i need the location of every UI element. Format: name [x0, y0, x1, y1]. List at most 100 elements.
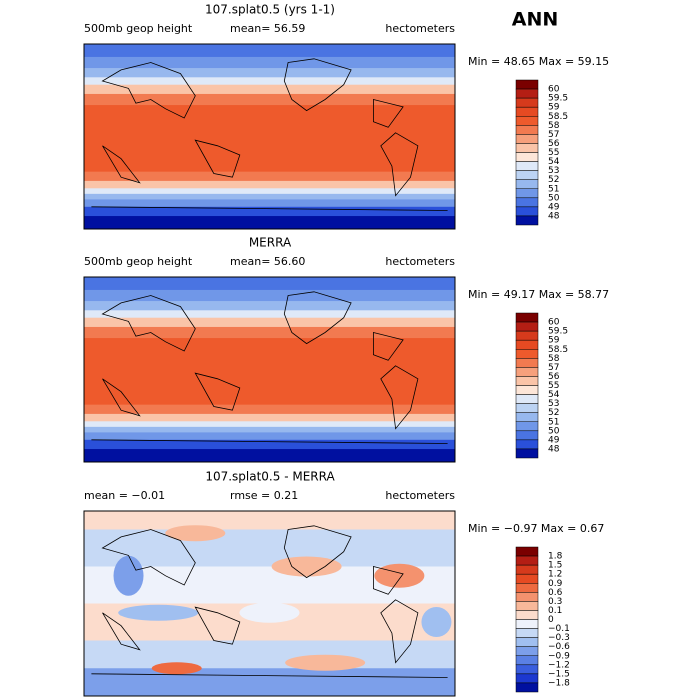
map-anomaly [239, 602, 300, 623]
map-frame [83, 510, 456, 697]
colorbar-label: 53 [548, 399, 559, 409]
map-band [84, 188, 455, 195]
colorbar-box [515, 125, 539, 135]
map-band [84, 413, 455, 422]
map-band [84, 404, 455, 415]
colorbar-label: 1.5 [548, 561, 562, 571]
colorbar-box [515, 170, 539, 180]
colorbar-box [515, 206, 539, 217]
colorbar-box [515, 637, 539, 647]
colorbar-label: 0 [548, 615, 554, 625]
colorbar-box [515, 358, 539, 368]
colorbar-label: 58 [548, 354, 560, 364]
coastline [91, 291, 448, 444]
colorbar-label: 54 [548, 157, 560, 167]
map-frame [83, 276, 456, 463]
map-band [84, 301, 455, 311]
colorbar-label: 0.6 [548, 588, 563, 598]
colorbar-box [515, 601, 539, 611]
panel: 107.splat0.5 - MERRA mean = −0.01 rmse = 0… [83, 470, 604, 697]
map-band [84, 44, 455, 58]
map-band [84, 310, 455, 319]
colorbar-box [515, 330, 539, 341]
colorbar-label: 53 [548, 166, 559, 176]
colorbar-box [515, 430, 539, 441]
colorbar-label: −0.6 [548, 642, 570, 652]
colorbar-box [515, 655, 539, 666]
colorbar-label: 58.5 [548, 112, 568, 122]
map-anomaly [374, 563, 425, 588]
map-band [84, 511, 455, 530]
colorbar-box [515, 673, 539, 684]
colorbar-box [515, 583, 539, 593]
colorbar-label: 0.1 [548, 606, 562, 616]
map-band [84, 199, 455, 208]
colorbar-box [515, 88, 539, 99]
colorbar-box [515, 349, 539, 359]
colorbar-label: −0.3 [548, 633, 570, 643]
colorbar-box [515, 646, 539, 656]
panel-title: 107.splat0.5 (yrs 1-1) [205, 3, 335, 17]
colorbar-box [515, 421, 539, 432]
map-band [84, 206, 455, 217]
colorbar-label: 52 [548, 408, 559, 418]
colorbar-label: 50 [548, 426, 560, 436]
colorbar-label: 0.3 [548, 597, 562, 607]
map-band [84, 193, 455, 200]
colorbar-label: 51 [548, 417, 559, 427]
map-band [84, 449, 455, 463]
colorbar-label: 52 [548, 175, 559, 185]
colorbar-box [515, 312, 539, 323]
panel-units: hectometers [385, 22, 455, 35]
colorbar-label: 60 [548, 85, 560, 95]
colorbar-box [515, 412, 539, 422]
map-band [84, 668, 455, 697]
map-anomaly [271, 556, 342, 577]
colorbar-box [515, 116, 539, 126]
map-band [84, 105, 455, 173]
map-band [84, 216, 455, 230]
colorbar-box [515, 106, 539, 117]
colorbar-label: 48 [548, 211, 560, 221]
colorbar-box [515, 439, 539, 450]
colorbar-label: 1.2 [548, 570, 562, 580]
colorbar-label: 56 [548, 372, 560, 382]
panel: 107.splat0.5 (yrs 1-1) 500mb geop height m… [83, 3, 609, 230]
colorbar-label: 49 [548, 202, 560, 212]
colorbar-box [515, 394, 539, 404]
map-band [84, 277, 455, 291]
colorbar-box [515, 97, 539, 108]
colorbar-label: 60 [548, 318, 560, 328]
colorbar-box [515, 573, 539, 584]
colorbar-box [515, 215, 539, 226]
colorbar-label: 58 [548, 121, 560, 131]
colorbar-label: 54 [548, 390, 560, 400]
colorbar-label: 55 [548, 381, 559, 391]
colorbar-label: 57 [548, 363, 559, 373]
colorbar-box [515, 385, 539, 395]
map-anomaly [113, 555, 144, 596]
colorbar-box [515, 152, 539, 162]
colorbar-label: −0.9 [548, 651, 570, 661]
colorbar-box [515, 403, 539, 413]
panel-left-label: 500mb geop height [84, 22, 193, 35]
colorbar-box [515, 564, 539, 575]
colorbar-box [515, 555, 539, 566]
colorbar-box [515, 188, 539, 199]
colorbar-label: 57 [548, 130, 559, 140]
panel-center-label: mean= 56.59 [230, 22, 305, 35]
map-band [84, 93, 455, 106]
colorbar-label: 50 [548, 193, 560, 203]
min-max: Min = 49.17 Max = 58.77 [468, 288, 609, 301]
map [83, 510, 456, 697]
colorbar-label: 55 [548, 148, 559, 158]
map-band [84, 180, 455, 189]
colorbar-label: 59 [548, 103, 560, 113]
map-anomaly [118, 604, 199, 621]
colorbar-box [515, 448, 539, 459]
colorbar-label: 0.9 [548, 579, 563, 589]
colorbar-label: 58.5 [548, 345, 568, 355]
colorbar-box [515, 79, 539, 90]
colorbar-box [515, 628, 539, 638]
